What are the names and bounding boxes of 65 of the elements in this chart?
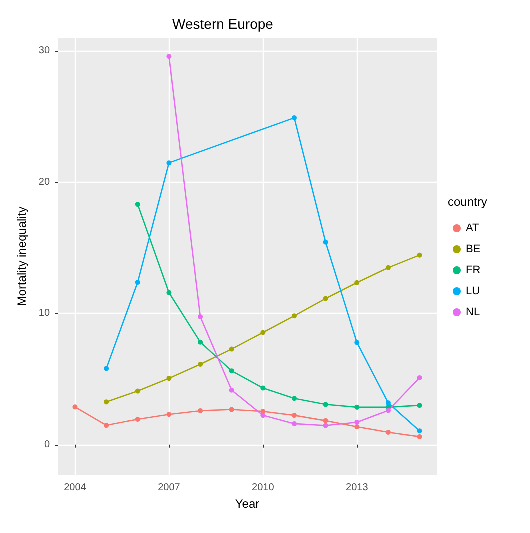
point	[104, 423, 110, 428]
point	[135, 280, 140, 285]
point	[386, 408, 391, 414]
point	[166, 376, 172, 382]
point	[135, 416, 140, 422]
point	[417, 376, 422, 381]
point	[292, 413, 297, 418]
y-tick-label: 10	[38, 308, 50, 320]
point	[292, 314, 297, 319]
point	[417, 252, 422, 258]
point	[166, 160, 172, 166]
point	[135, 202, 140, 208]
legend-title: country	[448, 195, 488, 209]
point	[166, 290, 172, 296]
point	[386, 400, 391, 406]
legend-label: FR	[466, 264, 481, 276]
point	[260, 386, 266, 391]
point	[292, 421, 297, 426]
point	[323, 402, 328, 408]
point	[72, 404, 78, 410]
point	[229, 368, 234, 374]
point	[386, 265, 391, 270]
point	[229, 388, 234, 393]
point	[354, 340, 360, 346]
point	[166, 54, 172, 60]
x-tick-label: 2010	[252, 482, 275, 494]
point	[198, 340, 204, 345]
x-tick-label: 2007	[158, 482, 181, 494]
point	[104, 366, 110, 372]
point	[417, 434, 422, 440]
point	[260, 330, 266, 336]
point	[198, 362, 204, 367]
point	[354, 420, 360, 426]
y-tick-label: 30	[38, 46, 50, 57]
point	[229, 407, 234, 412]
x-tick-label: 2004	[64, 482, 87, 494]
point	[323, 240, 328, 245]
x-tick-label: 2013	[346, 482, 369, 494]
point	[354, 404, 360, 410]
point	[292, 116, 297, 121]
point	[354, 280, 360, 286]
point	[417, 403, 422, 408]
point	[354, 424, 360, 430]
y-axis-title: Mortality inequality	[15, 206, 29, 306]
point	[166, 412, 172, 418]
point	[198, 408, 204, 414]
chart-title: Western Europe	[172, 16, 274, 32]
point	[323, 418, 328, 424]
point	[135, 388, 140, 394]
point	[323, 423, 328, 428]
legend-label: NL	[466, 306, 480, 318]
point	[292, 396, 297, 402]
point	[260, 413, 266, 418]
point	[229, 346, 234, 352]
legend-label: AT	[466, 222, 480, 234]
legend-label: LU	[466, 286, 480, 298]
legend-label: BE	[466, 244, 481, 256]
point	[386, 430, 391, 435]
x-axis-title: Year	[235, 496, 260, 511]
point	[104, 400, 110, 405]
y-tick-label: 0	[44, 439, 50, 450]
y-tick-label: 20	[38, 176, 50, 188]
point	[417, 428, 422, 434]
point	[198, 314, 204, 320]
point	[323, 296, 328, 302]
